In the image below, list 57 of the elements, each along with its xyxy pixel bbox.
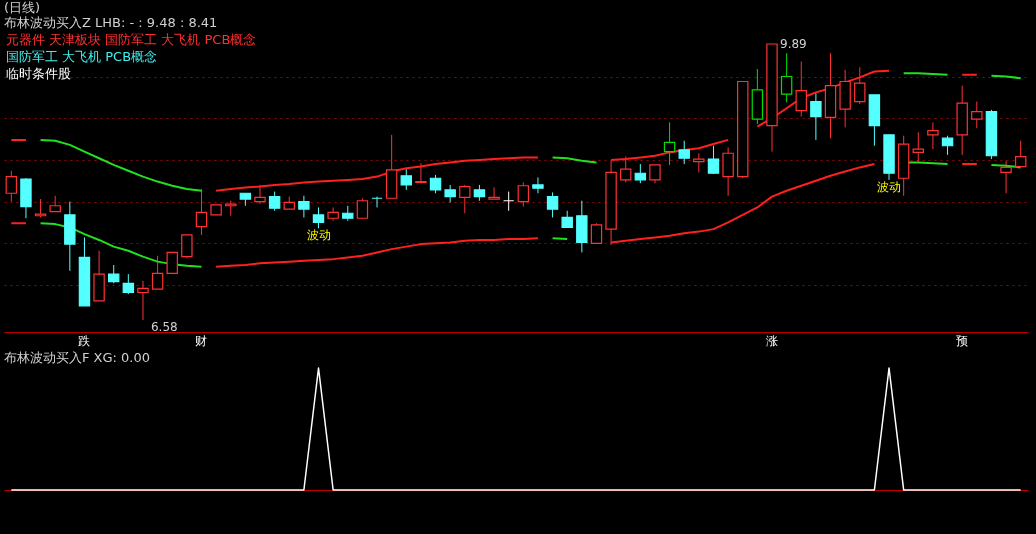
annotation: 波动 bbox=[877, 179, 902, 194]
candlestick bbox=[619, 156, 632, 183]
candlestick bbox=[122, 273, 135, 295]
candlestick bbox=[649, 164, 661, 184]
annotation: 6.58 bbox=[150, 320, 178, 334]
annotation: 临时条件股 bbox=[6, 66, 71, 81]
candlestick bbox=[517, 181, 530, 208]
candlestick bbox=[780, 52, 793, 103]
candlestick bbox=[663, 121, 676, 166]
candlestick bbox=[927, 121, 939, 150]
annotation: 波动 bbox=[306, 228, 331, 243]
candlestick bbox=[181, 234, 193, 259]
candlestick bbox=[298, 195, 310, 218]
candlestick bbox=[488, 186, 500, 200]
candlestick bbox=[1000, 160, 1012, 194]
candlestick bbox=[678, 140, 690, 165]
chart-subtitle: 布林波动买入Z LHB: - : 9.48 : 8.41 bbox=[4, 15, 218, 30]
candlestick bbox=[371, 196, 383, 208]
candlestick bbox=[268, 191, 281, 212]
candlestick bbox=[195, 188, 208, 236]
candlestick bbox=[546, 191, 559, 218]
candlestick bbox=[502, 191, 515, 212]
chart-title: 布林波动买入F XG: 0.00 bbox=[4, 350, 151, 366]
candlestick bbox=[166, 251, 178, 274]
candlestick bbox=[327, 206, 339, 222]
candlestick bbox=[971, 101, 983, 129]
x-tick-label: 预 bbox=[956, 333, 969, 348]
candlestick bbox=[151, 255, 164, 290]
candlestick bbox=[707, 145, 720, 175]
candlestick bbox=[941, 135, 954, 156]
candlestick bbox=[312, 206, 325, 229]
candlestick bbox=[693, 152, 705, 173]
candlestick bbox=[634, 163, 647, 184]
candlestick bbox=[795, 61, 807, 118]
candlestick bbox=[532, 176, 544, 194]
candlestick bbox=[137, 280, 149, 321]
candlestick bbox=[107, 264, 120, 284]
x-tick-label: 涨 bbox=[766, 333, 778, 348]
candlestick bbox=[1014, 140, 1027, 168]
candlestick bbox=[34, 198, 47, 218]
annotation: 9.89 bbox=[780, 37, 807, 51]
x-tick-label: 跌 bbox=[78, 333, 91, 348]
candlestick bbox=[854, 66, 866, 105]
candlestick bbox=[400, 168, 413, 191]
candlestick bbox=[429, 174, 442, 194]
candlestick bbox=[254, 184, 266, 205]
x-tick-label: 财 bbox=[195, 333, 208, 348]
candlestick bbox=[590, 222, 603, 244]
candlestick bbox=[912, 131, 925, 163]
chart-title: (日线) bbox=[4, 0, 41, 15]
annotation: 国防军工 大飞机 PCB概念 bbox=[6, 49, 158, 64]
candlestick bbox=[722, 146, 734, 197]
candlestick bbox=[459, 184, 471, 214]
annotation: 元器件 天津板块 国防军工 大飞机 PCB概念 bbox=[6, 32, 257, 47]
candlestick bbox=[810, 92, 822, 141]
candlestick bbox=[356, 197, 369, 219]
candlestick bbox=[5, 170, 18, 203]
